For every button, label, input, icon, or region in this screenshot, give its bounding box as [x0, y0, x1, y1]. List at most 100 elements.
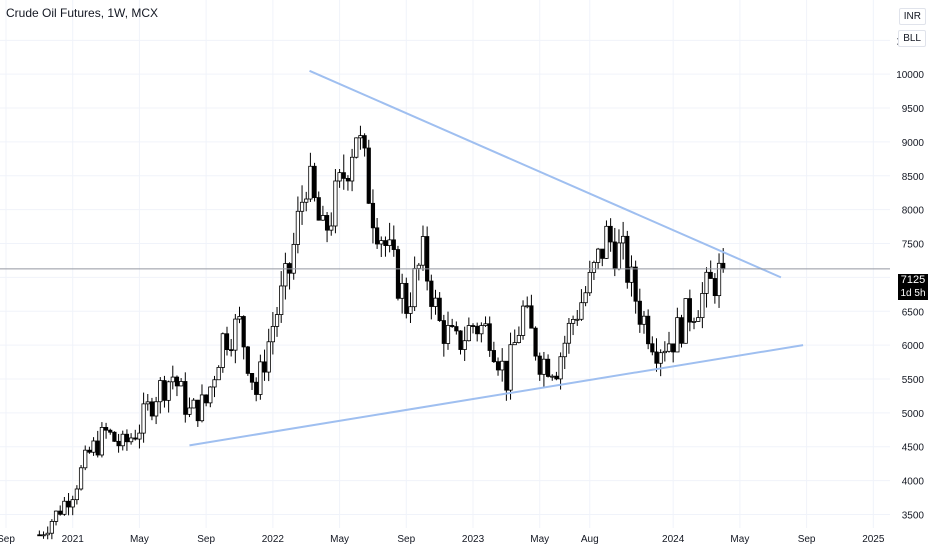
- candle-body: [554, 375, 559, 380]
- candle-body: [299, 201, 305, 212]
- candle-body: [621, 235, 626, 244]
- y-tick-label: 10000: [896, 70, 924, 81]
- candle-body: [520, 305, 526, 336]
- candle-body: [120, 433, 125, 447]
- candle-body: [291, 244, 296, 274]
- candle-body: [262, 361, 267, 373]
- candle-body: [199, 394, 205, 422]
- y-tick-label: 6000: [902, 341, 925, 352]
- candle-body: [237, 316, 242, 320]
- candle-body: [566, 322, 572, 344]
- candle-body: [558, 356, 563, 380]
- candle-body: [416, 264, 421, 269]
- countdown-label: 1d 5h: [898, 287, 928, 300]
- time-axis[interactable]: Sep 2021 May Sep 2022 May Sep 2023 May Aug 2024 May…: [0, 534, 885, 545]
- candle-body: [370, 202, 376, 229]
- x-tick-label: 2022: [262, 534, 285, 545]
- candle-body: [62, 500, 67, 515]
- candle-body: [216, 367, 221, 381]
- candle-body: [591, 262, 597, 273]
- x-tick-label: May: [530, 534, 549, 545]
- candle-body: [395, 249, 401, 299]
- price-axis[interactable]: 3500400045005000550060006500700075008000…: [896, 36, 924, 521]
- candle-body: [679, 317, 684, 344]
- candle-body: [633, 266, 638, 302]
- candle-body: [441, 320, 446, 344]
- x-tick-label: May: [730, 534, 749, 545]
- candle-body: [258, 361, 263, 395]
- candle-body: [66, 500, 71, 508]
- y-tick-label: 9500: [902, 104, 925, 115]
- candle-body: [112, 431, 117, 442]
- candle-body: [404, 282, 409, 314]
- candle-body: [337, 172, 342, 182]
- candle-body: [149, 401, 155, 417]
- candle-body: [345, 178, 351, 182]
- candle-body: [53, 510, 59, 522]
- candle-body: [279, 285, 284, 315]
- candle-body: [341, 172, 346, 179]
- candle-body: [637, 300, 642, 325]
- currency-badge[interactable]: INR: [898, 8, 926, 25]
- trendline[interactable]: [189, 344, 804, 447]
- candle-body: [641, 315, 647, 325]
- candle-body: [187, 407, 192, 415]
- candle-body: [450, 325, 455, 327]
- candle-body: [696, 317, 701, 322]
- candle-body: [37, 534, 42, 537]
- candle-body: [604, 225, 609, 259]
- candle-body: [183, 381, 188, 415]
- candle-body: [145, 401, 150, 405]
- candle-body: [241, 316, 246, 348]
- candle-body: [191, 399, 196, 409]
- candle-body: [583, 292, 588, 304]
- candle-body: [312, 165, 317, 198]
- candle-body: [58, 510, 63, 515]
- candle-body: [475, 325, 480, 335]
- candle-body: [712, 278, 717, 297]
- candle-body: [128, 437, 134, 443]
- candle-body: [629, 266, 634, 283]
- candle-body: [245, 346, 250, 374]
- x-tick-label: May: [330, 534, 349, 545]
- candle-body: [646, 315, 651, 345]
- candle-body: [412, 268, 417, 308]
- candle-body: [704, 271, 709, 294]
- candle-body: [671, 343, 676, 353]
- unit-badge[interactable]: BLL: [898, 30, 926, 47]
- candle-body: [212, 379, 217, 388]
- candle-body: [533, 327, 538, 357]
- candle-body: [295, 210, 300, 245]
- candle-body: [208, 386, 213, 404]
- x-tick-label: Sep: [397, 534, 415, 545]
- candle-body: [324, 215, 330, 231]
- candle-body: [249, 373, 255, 383]
- candle-body: [349, 156, 355, 182]
- y-tick-label: 3500: [902, 510, 925, 521]
- candle-body: [529, 305, 534, 329]
- candle-body: [195, 399, 200, 422]
- candle-body: [204, 394, 209, 404]
- x-tick-label: 2023: [462, 534, 485, 545]
- candle-body: [320, 215, 326, 221]
- y-tick-label: 9000: [902, 138, 925, 149]
- y-tick-label: 7500: [902, 240, 925, 251]
- candle-body: [45, 532, 50, 536]
- candle-body: [254, 381, 259, 395]
- candle-body: [537, 355, 542, 375]
- x-tick-label: 2021: [62, 534, 85, 545]
- candle-body: [466, 325, 471, 342]
- candle-body: [700, 292, 705, 319]
- candle-body: [133, 437, 138, 440]
- candle-body: [137, 432, 142, 440]
- candle-body: [504, 360, 509, 391]
- candle-body: [308, 165, 313, 200]
- candle-body: [612, 241, 617, 270]
- candle-body: [525, 305, 530, 308]
- candle-body: [683, 298, 688, 344]
- candle-body: [270, 325, 275, 343]
- trendline[interactable]: [309, 69, 782, 279]
- candle-body: [408, 306, 413, 314]
- candle-body: [162, 380, 167, 401]
